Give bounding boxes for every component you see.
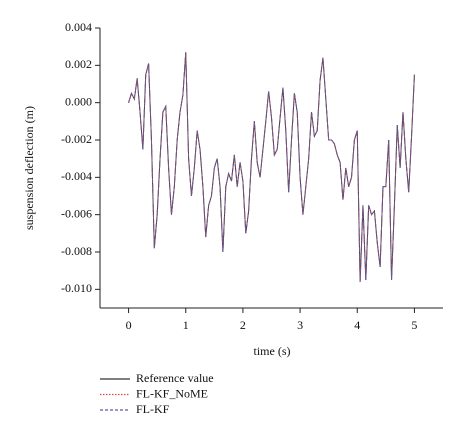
x-tick-label: 3 [297,318,303,332]
series-line [128,52,415,282]
x-tick-label: 5 [411,318,417,332]
y-tick-label: -0.008 [61,244,92,258]
x-tick-label: 0 [126,318,132,332]
y-tick-label: 0.004 [65,20,92,34]
series-line [128,52,415,282]
series-line [128,52,415,282]
x-tick-label: 2 [240,318,246,332]
legend-label: Reference value [136,371,214,385]
y-tick-label: 0.002 [65,57,92,71]
y-tick-label: -0.006 [61,206,92,220]
y-tick-label: -0.002 [61,132,92,146]
legend-label: FL-KF_NoME [136,386,208,400]
x-tick-label: 1 [183,318,189,332]
y-axis-label: suspension deflection (m) [22,106,36,230]
y-tick-label: 0.000 [65,94,92,108]
x-axis-label: time (s) [254,344,291,358]
y-tick-label: -0.004 [61,169,92,183]
x-tick-label: 4 [354,318,360,332]
legend-label: FL-KF [136,402,170,416]
y-tick-label: -0.010 [61,281,92,295]
